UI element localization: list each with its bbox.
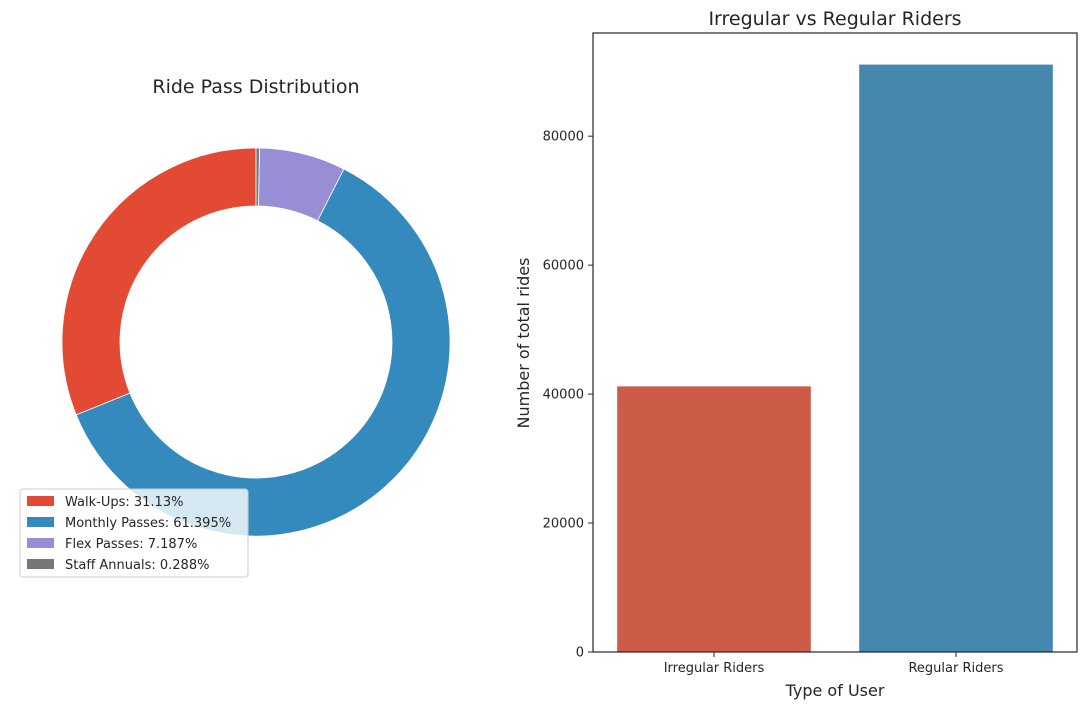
donut-slice-1: [75, 168, 451, 537]
legend-label-2: Flex Passes: 7.187%: [65, 537, 197, 552]
y-tick-label-0: 0: [576, 646, 584, 661]
y-tick-label-1: 20000: [543, 517, 584, 532]
legend-frame: [19, 488, 249, 578]
bar-1: [859, 64, 1053, 653]
x-tick-label-0: Irregular Riders: [664, 661, 765, 676]
legend-swatch-3: [27, 559, 54, 569]
y-tick-label-2: 40000: [543, 388, 584, 403]
y-tick-label-4: 80000: [543, 130, 584, 145]
y-tick-label-3: 60000: [543, 259, 584, 274]
donut-slice-0: [61, 147, 257, 416]
donut-legend: Walk-Ups: 31.13% Monthly Passes: 61.395% F…: [19, 488, 249, 578]
donut-slice-3: [255, 147, 260, 207]
bar-y-axis-label: Number of total rides: [514, 258, 533, 429]
bar-chart: Irregular Riders Regular Riders 0 20000 4000…: [543, 32, 1078, 676]
donut-chart-title: Ride Pass Distribution: [152, 76, 359, 98]
legend-swatch-0: [27, 496, 54, 506]
x-tick-label-1: Regular Riders: [908, 661, 1003, 676]
legend-label-0: Walk-Ups: 31.13%: [65, 495, 183, 510]
legend-label-1: Monthly Passes: 61.395%: [65, 516, 231, 531]
bar-0: [617, 386, 811, 652]
legend-label-3: Staff Annuals: 0.288%: [65, 558, 209, 573]
legend-swatch-2: [27, 538, 54, 548]
bar-axes-frame: [592, 32, 1078, 653]
legend-swatch-1: [27, 517, 54, 527]
donut-chart: [61, 147, 451, 537]
bar-x-axis-label: Type of User: [785, 681, 885, 700]
bar-chart-title: Irregular vs Regular Riders: [708, 8, 961, 30]
